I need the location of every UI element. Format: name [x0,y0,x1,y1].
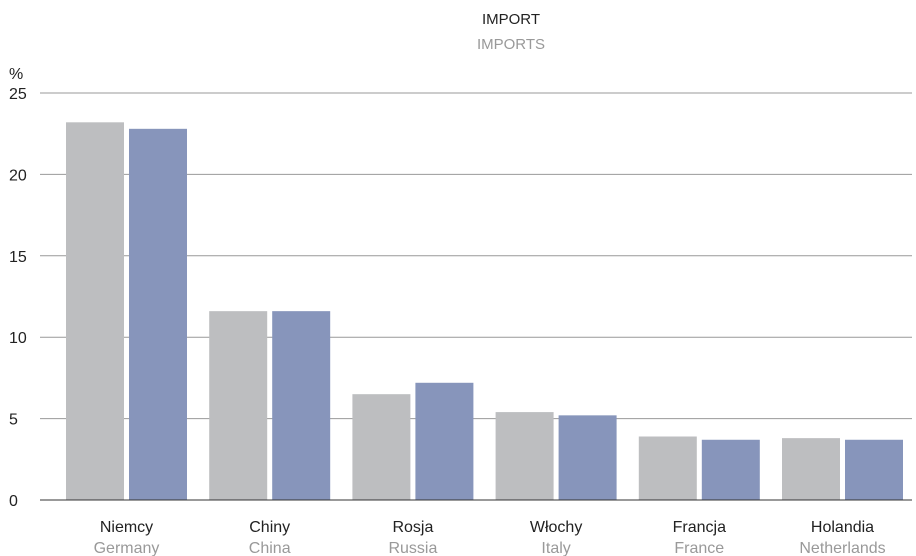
bar-1-1 [272,311,331,500]
y-tick-label: 15 [9,249,27,266]
y-tick-labels: 0 5 10 15 20 25 [9,86,27,510]
bar-5-1 [845,439,903,500]
chart-subtitle: IMPORTS [477,36,545,53]
bar-3-1 [558,415,617,500]
bars [66,122,903,501]
category-label-en: China [249,540,291,556]
bar-1-0 [209,311,268,500]
category-label-pl: Niemcy [100,519,153,536]
category-label-pl: Francja [673,519,726,536]
category-label-en: Russia [388,540,437,556]
y-tick-label: 10 [9,330,27,347]
category-label-en: Italy [541,540,570,556]
category-labels: Niemcy Germany Chiny China Rosja Russia Włochy… [94,519,886,556]
y-tick-label: 25 [9,86,27,103]
category-label-pl: Chiny [249,519,290,536]
category-label-pl: Włochy [530,519,582,536]
bar-4-1 [701,439,760,500]
bar-3-0 [495,412,554,500]
bar-5-0 [782,438,840,500]
bar-0-1 [129,128,187,501]
bar-4-0 [638,436,697,500]
category-label-en: France [674,540,724,556]
bar-2-0 [352,394,411,500]
bar-2-1 [415,382,474,500]
category-label-en: Germany [94,540,160,556]
y-tick-label: 5 [9,412,18,429]
y-axis-unit: % [9,66,23,83]
chart-title: IMPORT [482,11,540,28]
y-tick-label: 0 [9,493,18,510]
bar-0-0 [66,122,124,500]
y-tick-label: 20 [9,167,27,184]
category-label-en: Netherlands [799,540,885,556]
category-label-pl: Holandia [811,519,874,536]
category-label-pl: Rosja [392,519,433,536]
